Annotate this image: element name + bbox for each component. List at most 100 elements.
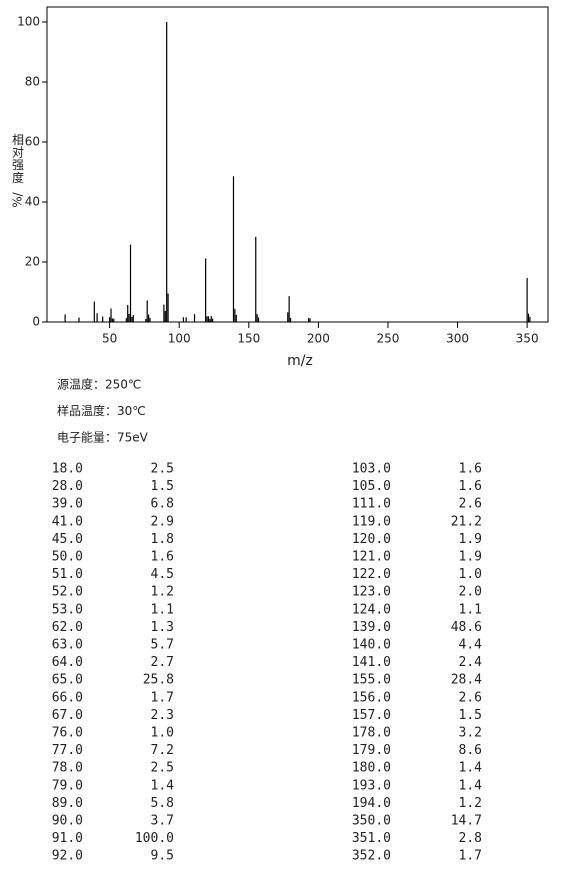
condition: 源温度：250℃ bbox=[57, 377, 141, 392]
table-mz: 67.0 bbox=[52, 708, 83, 723]
table-mz: 64.0 bbox=[52, 655, 83, 670]
table-intensity: 2.6 bbox=[459, 690, 482, 705]
table-intensity: 1.9 bbox=[459, 532, 482, 547]
table-mz: 141.0 bbox=[352, 655, 391, 670]
table-intensity: 1.4 bbox=[151, 778, 175, 793]
table-intensity: 2.8 bbox=[459, 831, 482, 846]
table-mz: 111.0 bbox=[352, 497, 391, 512]
table-intensity: 2.6 bbox=[459, 497, 482, 512]
table-intensity: 1.4 bbox=[459, 761, 483, 776]
table-intensity: 2.5 bbox=[151, 462, 174, 477]
y-tick-label: 80 bbox=[25, 75, 40, 89]
table-intensity: 1.7 bbox=[151, 690, 174, 705]
table-mz: 41.0 bbox=[52, 514, 83, 529]
table-mz: 140.0 bbox=[352, 638, 391, 653]
table-mz: 89.0 bbox=[52, 796, 83, 811]
table-mz: 92.0 bbox=[52, 849, 83, 864]
table-mz: 124.0 bbox=[352, 602, 391, 617]
table-mz: 119.0 bbox=[352, 514, 391, 529]
table-intensity: 1.1 bbox=[459, 602, 482, 617]
table-intensity: 5.7 bbox=[151, 638, 174, 653]
table-intensity: 1.6 bbox=[459, 462, 482, 477]
table-intensity: 2.7 bbox=[151, 655, 174, 670]
table-mz: 155.0 bbox=[352, 673, 391, 688]
table-intensity: 1.9 bbox=[459, 550, 482, 565]
table-intensity: 1.6 bbox=[151, 550, 174, 565]
condition: 电子能量：75eV bbox=[57, 431, 149, 445]
table-intensity: 2.9 bbox=[151, 514, 174, 529]
table-mz: 90.0 bbox=[52, 814, 83, 829]
y-tick-label: 60 bbox=[25, 135, 40, 149]
table-intensity: 2.5 bbox=[151, 761, 174, 776]
table-intensity: 4.5 bbox=[151, 567, 174, 582]
y-axis-label: 相对强度 bbox=[12, 133, 24, 185]
table-mz: 39.0 bbox=[52, 497, 83, 512]
table-intensity: 1.4 bbox=[459, 778, 483, 793]
table-mz: 123.0 bbox=[352, 585, 391, 600]
x-tick-label: 250 bbox=[377, 332, 400, 346]
table-intensity: 4.4 bbox=[459, 638, 483, 653]
table-intensity: 1.0 bbox=[459, 567, 482, 582]
table-intensity: 1.7 bbox=[459, 849, 482, 864]
table-mz: 352.0 bbox=[352, 849, 391, 864]
table-intensity: 14.7 bbox=[451, 814, 482, 829]
table-intensity: 1.2 bbox=[459, 796, 482, 811]
table-intensity: 1.2 bbox=[151, 585, 174, 600]
table-mz: 50.0 bbox=[52, 550, 83, 565]
x-tick-label: 50 bbox=[102, 332, 117, 346]
table-intensity: 3.2 bbox=[459, 726, 482, 741]
y-tick-label: 20 bbox=[25, 255, 40, 269]
table-mz: 63.0 bbox=[52, 638, 83, 653]
table-intensity: 6.8 bbox=[151, 497, 174, 512]
x-axis-label: m/z bbox=[287, 353, 313, 369]
x-tick-label: 100 bbox=[168, 332, 191, 346]
table-intensity: 1.1 bbox=[151, 602, 174, 617]
table-intensity: 48.6 bbox=[451, 620, 482, 635]
table-intensity: 2.3 bbox=[151, 708, 174, 723]
table-mz: 103.0 bbox=[352, 462, 391, 477]
table-intensity: 9.5 bbox=[151, 849, 174, 864]
table-intensity: 1.5 bbox=[459, 708, 482, 723]
y-tick-label: 40 bbox=[25, 195, 40, 209]
table-mz: 122.0 bbox=[352, 567, 391, 582]
table-intensity: 25.8 bbox=[143, 673, 174, 688]
table-mz: 91.0 bbox=[52, 831, 83, 846]
x-tick-label: 200 bbox=[307, 332, 330, 346]
table-mz: 45.0 bbox=[52, 532, 83, 547]
condition: 样品温度：30℃ bbox=[57, 403, 146, 418]
table-mz: 52.0 bbox=[52, 585, 83, 600]
y-tick-label: 0 bbox=[32, 315, 40, 329]
table-mz: 156.0 bbox=[352, 690, 391, 705]
table-mz: 105.0 bbox=[352, 479, 391, 494]
table-mz: 157.0 bbox=[352, 708, 391, 723]
table-mz: 78.0 bbox=[52, 761, 83, 776]
table-mz: 62.0 bbox=[52, 620, 83, 635]
table-intensity: 2.4 bbox=[459, 655, 483, 670]
table-intensity: 21.2 bbox=[451, 514, 482, 529]
x-tick-label: 150 bbox=[237, 332, 260, 346]
table-mz: 193.0 bbox=[352, 778, 391, 793]
table-intensity: 1.3 bbox=[151, 620, 174, 635]
table-intensity: 1.6 bbox=[459, 479, 482, 494]
table-mz: 350.0 bbox=[352, 814, 391, 829]
y-axis-unit: %/ bbox=[11, 191, 25, 207]
table-mz: 79.0 bbox=[52, 778, 83, 793]
table-intensity: 28.4 bbox=[451, 673, 482, 688]
table-intensity: 5.8 bbox=[151, 796, 174, 811]
table-mz: 66.0 bbox=[52, 690, 83, 705]
table-intensity: 1.8 bbox=[151, 532, 174, 547]
table-mz: 76.0 bbox=[52, 726, 83, 741]
table-intensity: 2.0 bbox=[459, 585, 482, 600]
table-mz: 139.0 bbox=[352, 620, 391, 635]
x-tick-label: 300 bbox=[446, 332, 469, 346]
table-intensity: 3.7 bbox=[151, 814, 174, 829]
table-intensity: 8.6 bbox=[459, 743, 482, 758]
table-mz: 120.0 bbox=[352, 532, 391, 547]
table-intensity: 1.5 bbox=[151, 479, 174, 494]
table-mz: 121.0 bbox=[352, 550, 391, 565]
table-intensity: 100.0 bbox=[135, 831, 174, 846]
table-mz: 194.0 bbox=[352, 796, 391, 811]
table-mz: 28.0 bbox=[52, 479, 83, 494]
